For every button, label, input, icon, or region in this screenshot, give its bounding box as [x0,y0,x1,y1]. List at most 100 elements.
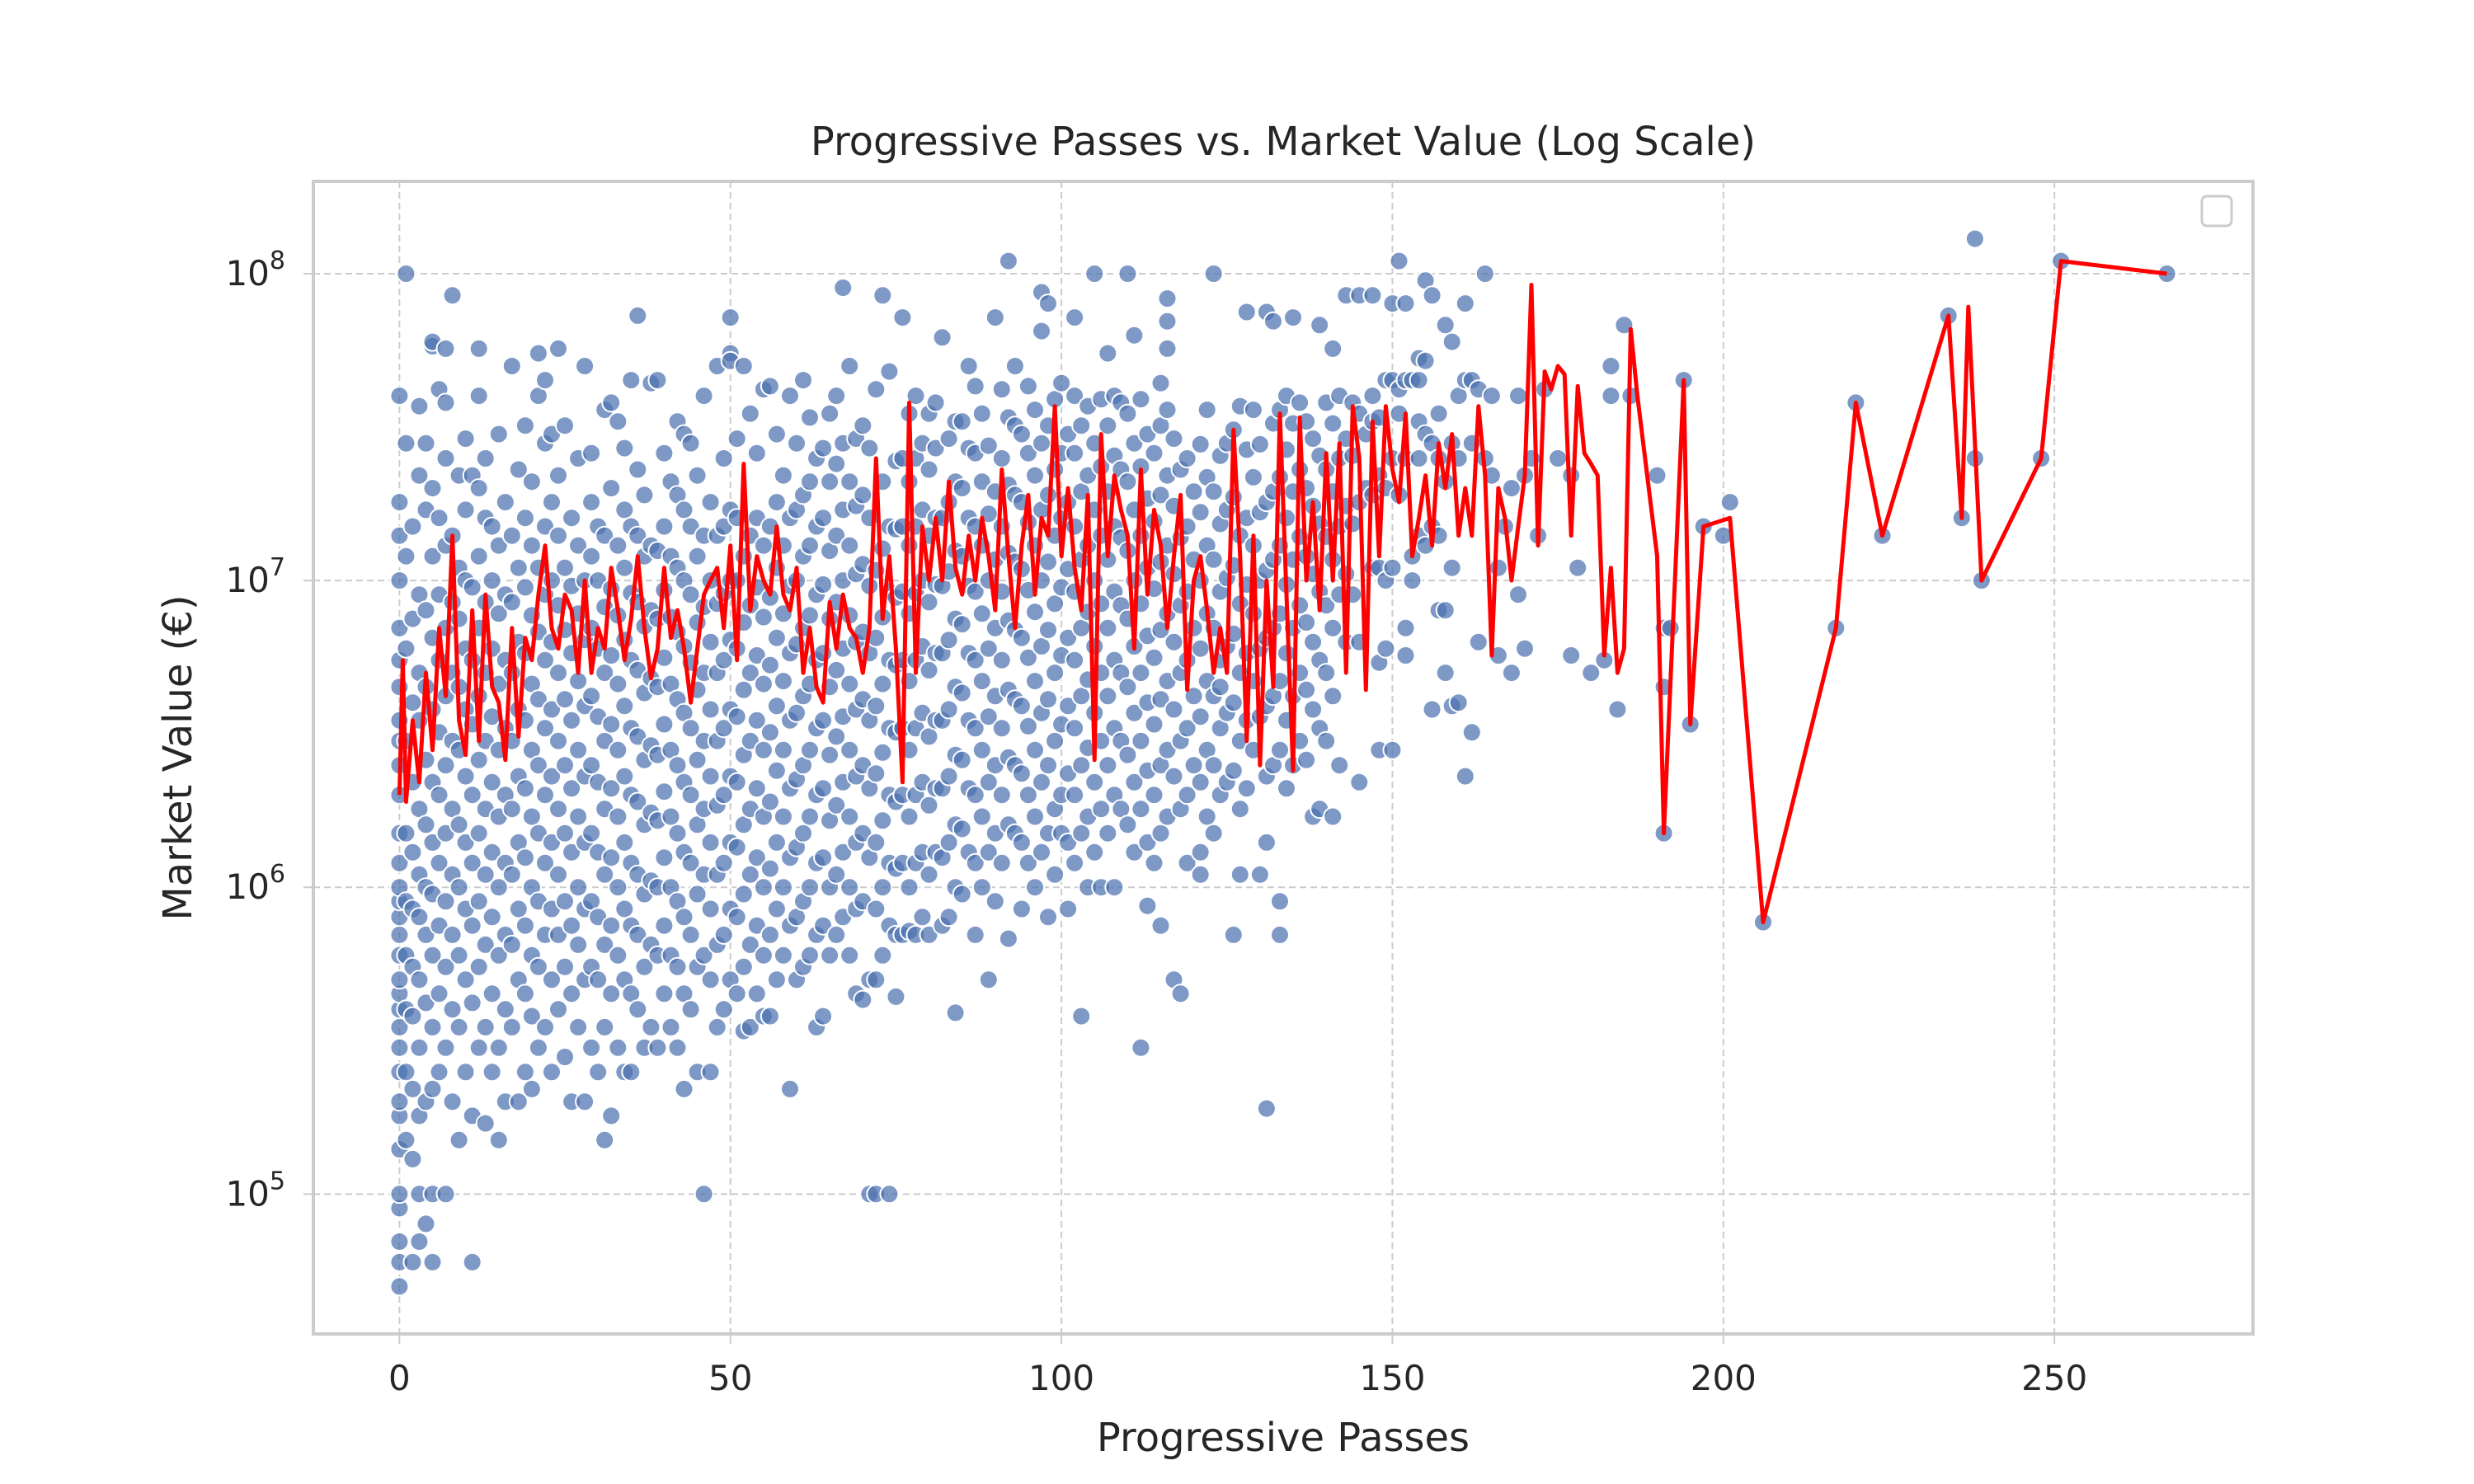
scatter-point [820,744,840,765]
scatter-point [1124,772,1145,792]
scatter-point [601,392,622,413]
scatter-point [945,1003,966,1023]
scatter-point [925,392,946,413]
scatter-point [766,627,787,648]
scatter-point [1150,373,1171,393]
scatter-point [1045,663,1065,683]
scatter-point [1296,613,1317,632]
scatter-point [700,1062,721,1082]
scatter-point [932,327,952,348]
scatter-point [965,852,985,873]
scatter-point [1124,702,1145,723]
scatter-point [1256,832,1277,852]
scatter-point [389,852,410,873]
scatter-point [766,970,787,990]
scatter-point [1290,595,1310,616]
scatter-point [482,907,502,928]
scatter-point [1719,492,1740,513]
scatter-point [899,535,920,556]
scatter-point [535,370,555,391]
scatter-point [746,646,767,665]
scatter-point [998,251,1018,271]
scatter-point [1051,373,1072,393]
scatter-point [1058,627,1079,648]
scatter-point [859,438,880,458]
scatter-point [568,934,589,955]
scatter-point [409,907,430,928]
scatter-point [548,864,568,885]
scatter-point [1038,552,1058,572]
scatter-point [826,864,847,885]
scatter-point [840,356,860,376]
scatter-point [628,999,648,1020]
scatter-point [905,386,926,406]
scatter-point [813,643,834,664]
scatter-point [455,970,476,990]
scatter-point [800,877,820,898]
scatter-point [1263,311,1283,331]
scatter-point [826,924,847,945]
scatter-point [978,772,999,792]
scatter-point [1144,852,1164,873]
scatter-point [1428,403,1449,424]
scatter-point [680,433,701,453]
scatter-point [866,696,887,716]
scatter-point [396,1062,416,1082]
scatter-point [800,806,820,827]
scatter-point [760,791,780,812]
scatter-point [429,785,449,805]
scatter-point [826,795,847,815]
scatter-point [1455,766,1475,787]
scatter-point [614,500,635,520]
scatter-point [1329,755,1350,776]
scatter-point [991,379,1012,400]
scatter-point [535,852,555,873]
scatter-point [1501,663,1522,683]
scatter-point [925,438,946,458]
scatter-point [515,915,535,936]
scatter-point [840,877,860,898]
scatter-point [601,646,622,665]
scatter-point [475,934,496,955]
scatter-point [501,864,522,885]
scatter-point [1277,508,1296,528]
scatter-point [1303,699,1324,720]
scatter-point [595,934,615,955]
scatter-point [455,1062,476,1082]
scatter-point [1323,618,1343,638]
scatter-point [1382,740,1403,760]
scatter-point [1084,842,1105,862]
scatter-point [713,924,734,945]
scatter-point [515,848,535,868]
scatter-point [482,1062,502,1082]
scatter-point [508,899,529,919]
scatter-point [1131,663,1151,683]
scatter-point [488,1037,509,1058]
scatter-point [1137,895,1158,916]
scatter-point [919,795,939,815]
scatter-point [548,525,568,546]
scatter-point [1376,638,1396,659]
scatter-point [389,677,410,697]
scatter-point [581,546,602,566]
scatter-point [389,386,410,406]
scatter-point [488,877,509,898]
scatter-point [1025,400,1045,420]
scatter-point [800,945,820,965]
scatter-point [1290,392,1310,413]
x-axis-label: Progressive Passes [1097,1415,1470,1461]
scatter-point [435,448,456,468]
scatter-point [1117,264,1138,284]
scatter-point [1203,264,1224,284]
scatter-point [1065,308,1085,328]
scatter-point [654,714,675,735]
scatter-point [601,848,622,868]
scatter-point [608,877,628,898]
scatter-point [680,999,701,1020]
scatter-point [389,1276,410,1297]
y-tick-label: 108 [225,247,285,294]
scatter-point [416,815,436,835]
scatter-point [733,956,754,977]
scatter-point [773,877,793,898]
scatter-point [429,852,449,873]
